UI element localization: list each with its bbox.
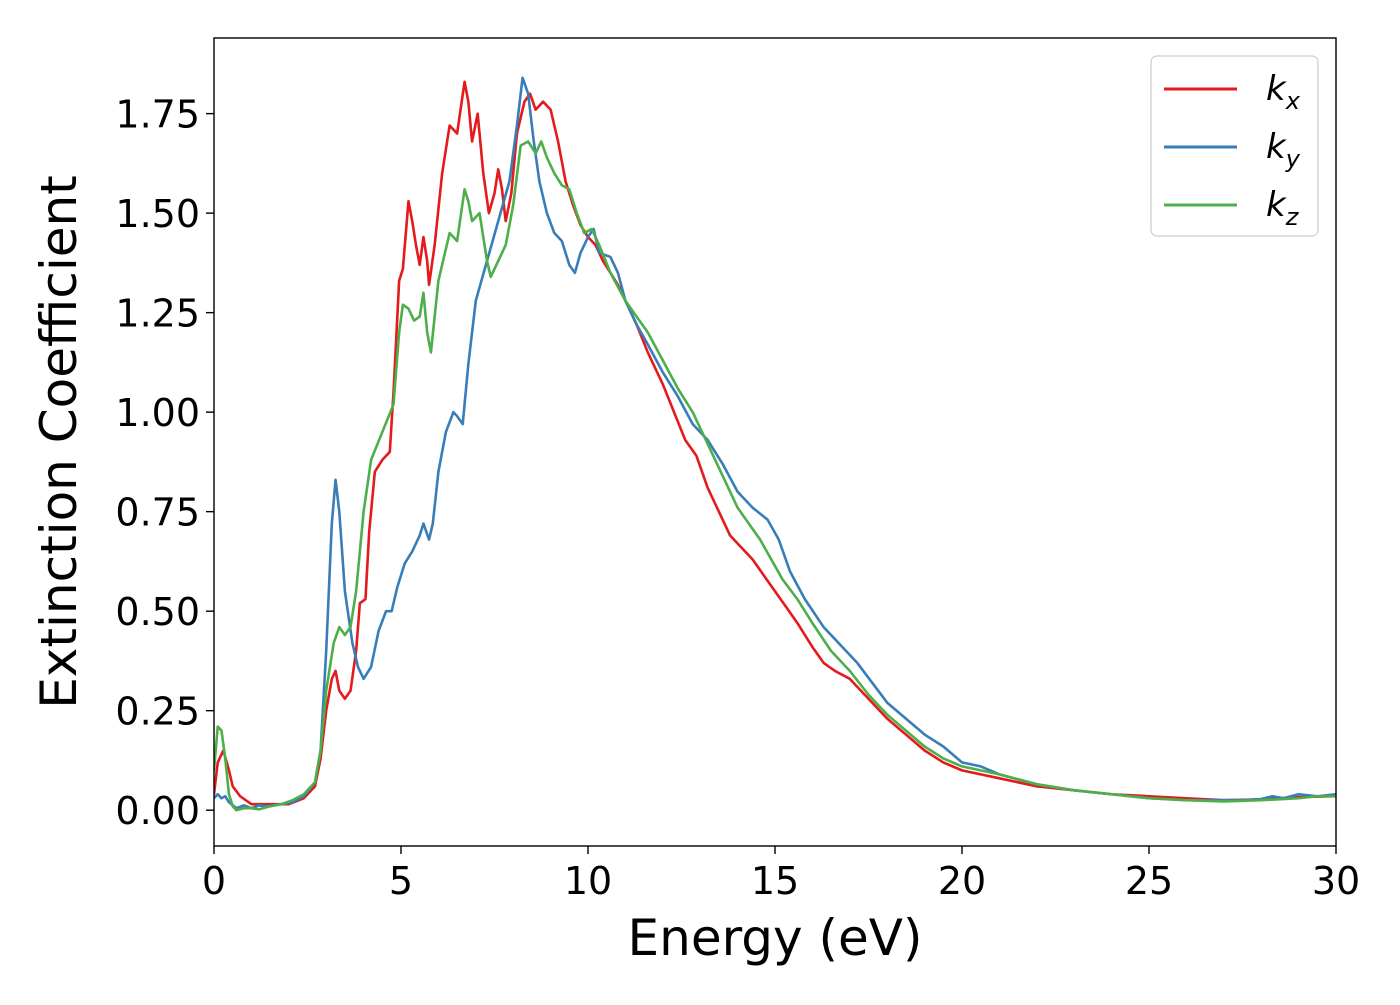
series-line-y (214, 76, 1336, 810)
legend-label-x: kx (1266, 69, 1301, 115)
x-axis-label: Energy (eV) (628, 909, 923, 967)
y-tick-label: 0.75 (115, 491, 200, 535)
y-tick-label: 0.50 (115, 590, 200, 634)
x-tick-label: 20 (938, 859, 986, 903)
axis-ticks: 0 5 10 15 20 25 30 0.00 0.25 0.50 0.75 1.00 1.25 1.50… (115, 93, 1360, 903)
legend-label-z: kz (1266, 185, 1300, 231)
y-tick-label: 1.25 (115, 292, 200, 336)
y-tick-label: 1.75 (115, 93, 200, 137)
series-layer (214, 76, 1336, 812)
legend-label-y: ky (1266, 127, 1301, 173)
x-tick-label: 10 (564, 859, 612, 903)
x-tick-label: 15 (751, 859, 799, 903)
x-tick-label: 5 (389, 859, 413, 903)
y-axis-label: Extinction Coefficient (30, 175, 88, 709)
y-tick-label: 0.00 (115, 789, 200, 833)
x-tick-label: 0 (202, 859, 226, 903)
legend: kx ky kz (1150, 55, 1319, 237)
x-tick-label: 30 (1312, 859, 1360, 903)
y-tick-label: 1.00 (115, 391, 200, 435)
y-tick-label: 0.25 (115, 690, 200, 734)
x-tick-label: 25 (1125, 859, 1173, 903)
series-line-z (214, 140, 1336, 812)
y-tick-label: 1.50 (115, 192, 200, 236)
